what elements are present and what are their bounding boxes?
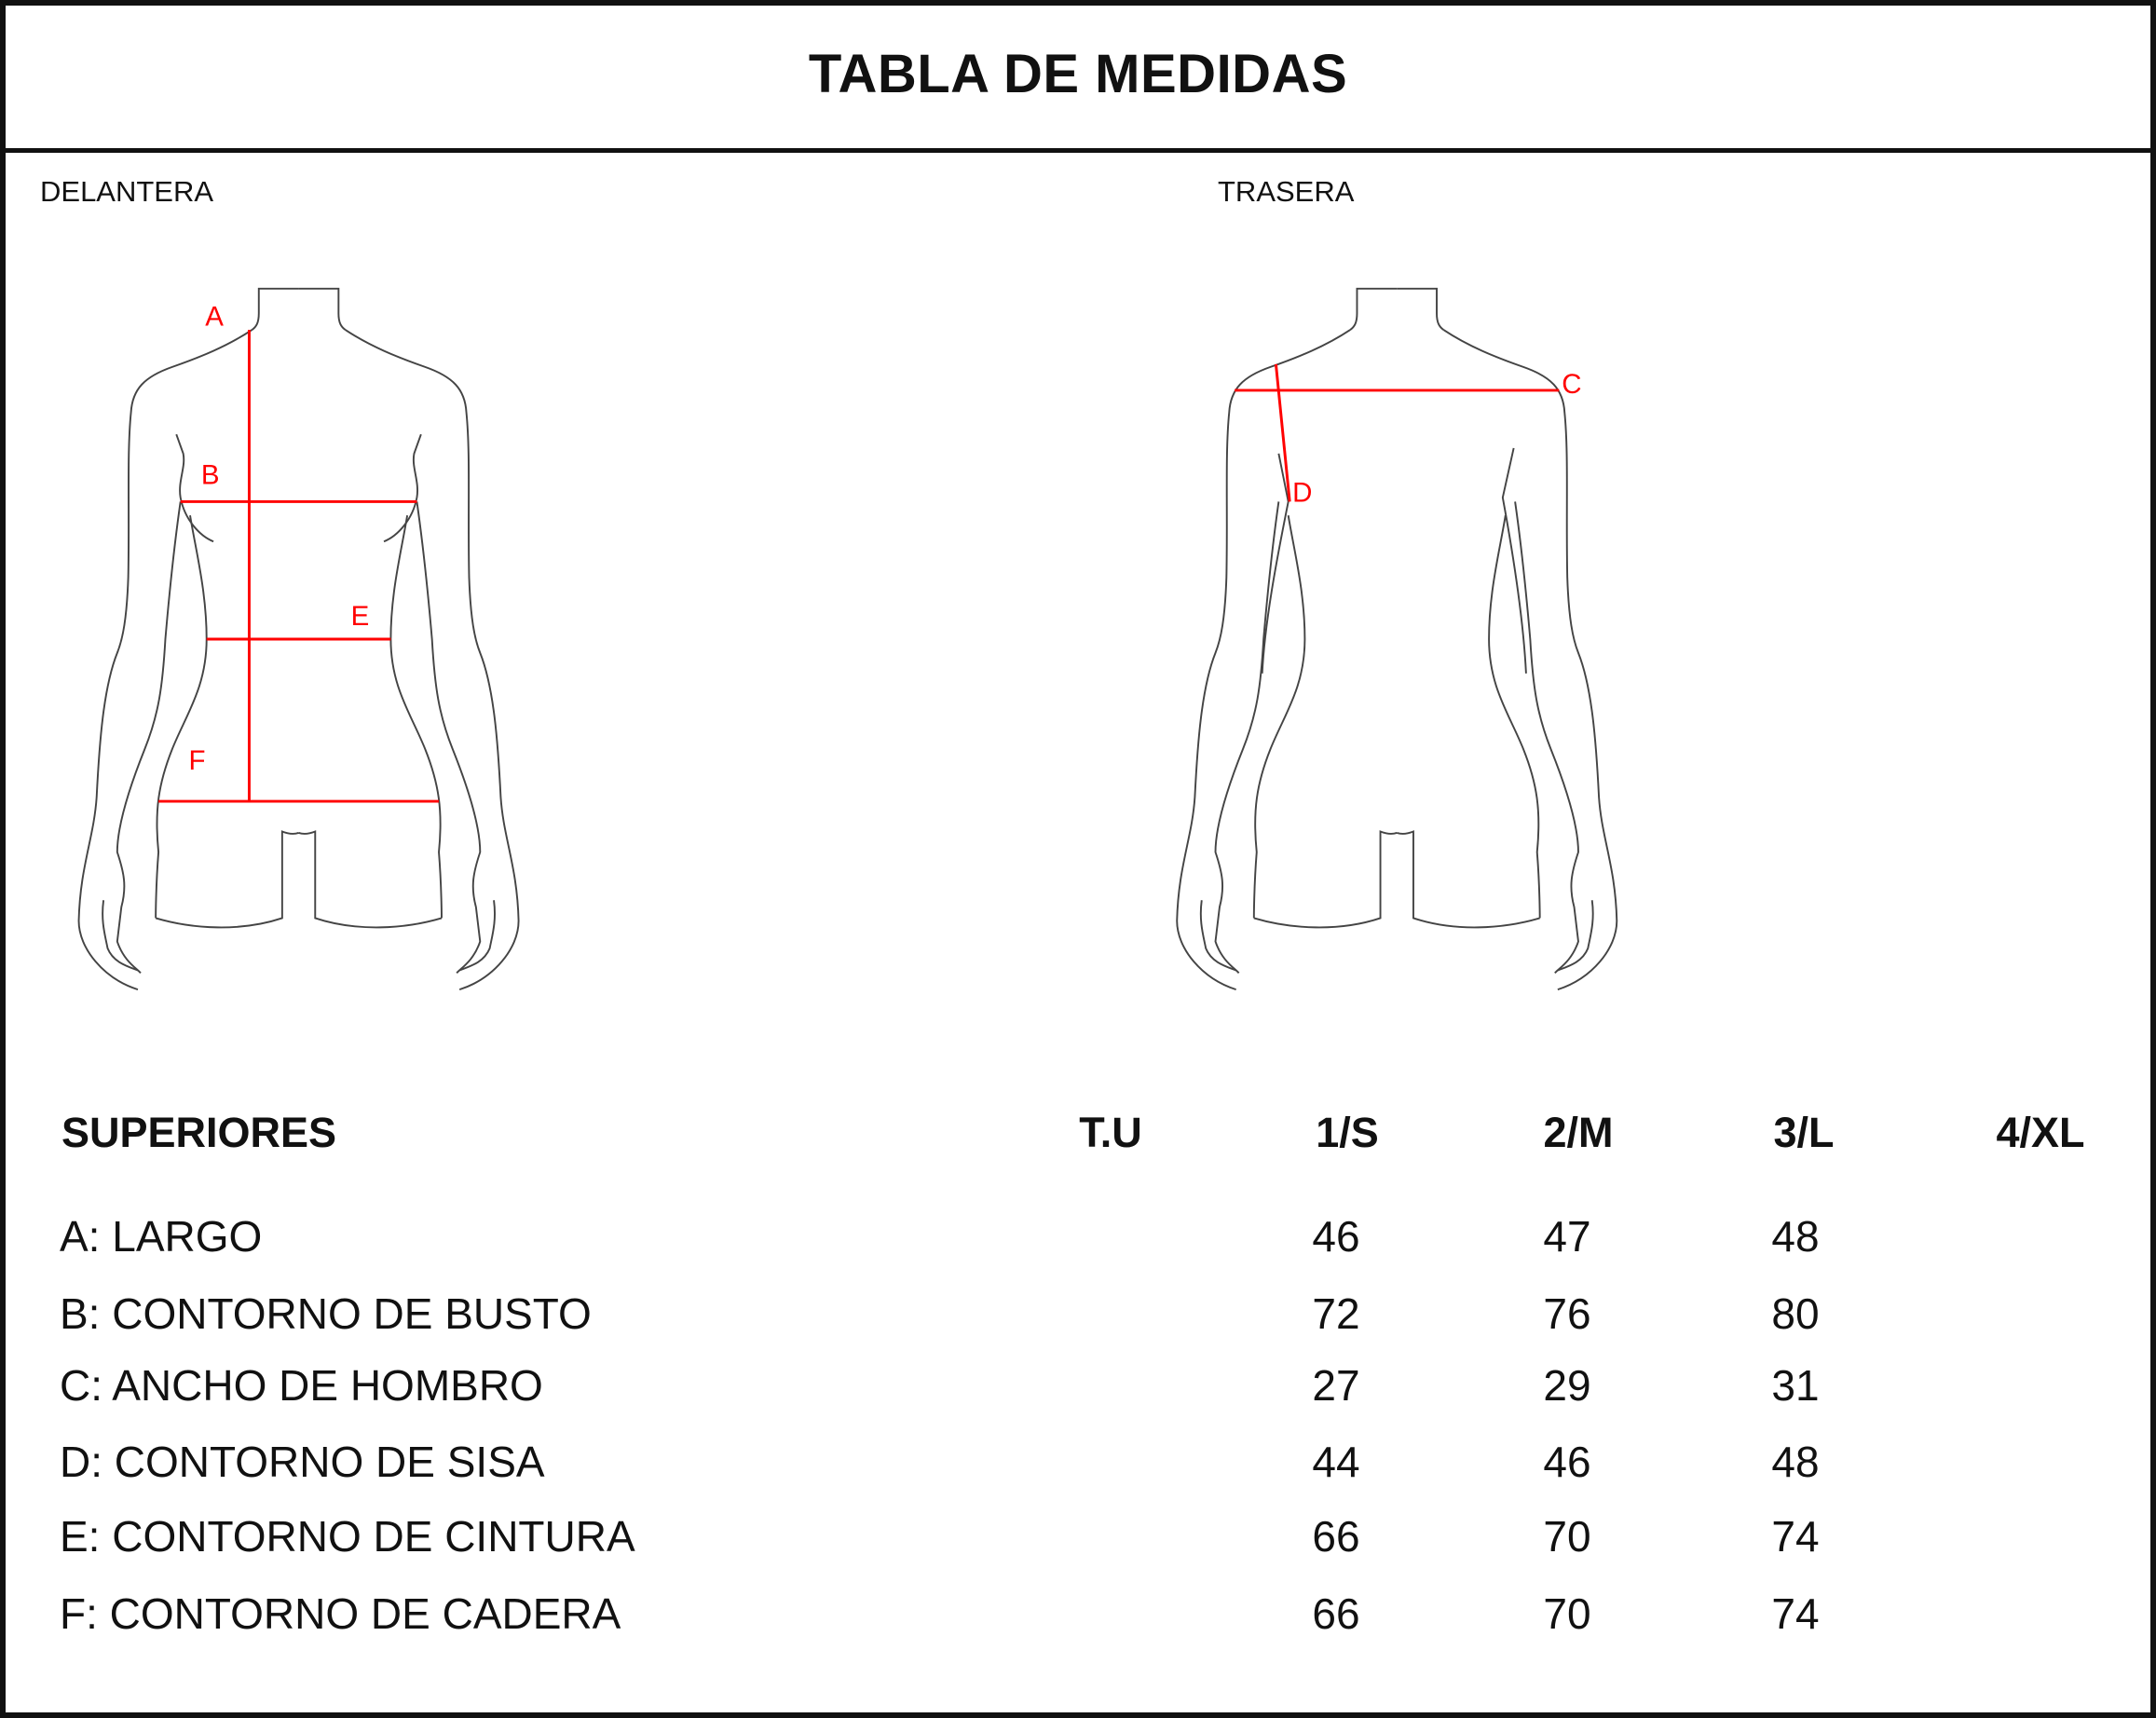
- measurement-cell: 66: [1312, 1589, 1360, 1638]
- back-measure-lines: [1235, 363, 1560, 502]
- size-header-l: 3/L: [1773, 1109, 1835, 1156]
- size-header-xl: 4/XL: [1996, 1109, 2085, 1156]
- front-view-label: DELANTERA: [40, 175, 214, 208]
- row-label: D: CONTORNO DE SISA: [60, 1438, 545, 1486]
- measurement-cell: 70: [1543, 1512, 1591, 1561]
- section-header: SUPERIORES: [61, 1109, 337, 1156]
- title-band: [0, 0, 2156, 153]
- measurement-cell: 70: [1543, 1589, 1591, 1638]
- row-label: E: CONTORNO DE CINTURA: [60, 1512, 635, 1561]
- marker-e: E: [351, 601, 370, 632]
- measurement-cell: 29: [1543, 1361, 1591, 1410]
- measurement-cell: 27: [1312, 1361, 1360, 1410]
- size-header-m: 2/M: [1543, 1109, 1614, 1156]
- measurement-cell: 48: [1771, 1438, 1820, 1486]
- measurement-cell: 46: [1543, 1438, 1591, 1486]
- measurement-cell: 72: [1312, 1289, 1360, 1338]
- page-title: TABLA DE MEDIDAS: [808, 44, 1348, 104]
- measurement-cell: 31: [1771, 1361, 1820, 1410]
- measurement-cell: 46: [1312, 1212, 1360, 1261]
- measurement-cell: 76: [1543, 1289, 1591, 1338]
- measurement-cell: 74: [1771, 1512, 1820, 1561]
- size-header-s: 1/S: [1316, 1109, 1379, 1156]
- row-label: A: LARGO: [60, 1212, 263, 1261]
- measurement-cell: 48: [1771, 1212, 1820, 1261]
- measurement-cell: 66: [1312, 1512, 1360, 1561]
- marker-a: A: [205, 302, 224, 333]
- back-view-label: TRASERA: [1218, 175, 1355, 208]
- marker-f: F: [189, 745, 206, 776]
- front-measure-lines: [158, 330, 440, 803]
- row-label: F: CONTORNO DE CADERA: [60, 1589, 621, 1638]
- marker-c: C: [1562, 369, 1581, 400]
- measurement-cell: 74: [1771, 1589, 1820, 1638]
- marker-b: B: [201, 459, 220, 490]
- marker-d: D: [1292, 477, 1312, 508]
- measurement-cell: 47: [1543, 1212, 1591, 1261]
- row-label: B: CONTORNO DE BUSTO: [60, 1289, 592, 1338]
- measurement-cell: 44: [1312, 1438, 1360, 1486]
- row-label: C: ANCHO DE HOMBRO: [60, 1361, 543, 1410]
- measure-line-d: [1274, 363, 1291, 502]
- measurement-cell: 80: [1771, 1289, 1820, 1338]
- back-body-outline: [1176, 287, 1618, 991]
- size-header-tu: T.U: [1079, 1109, 1142, 1156]
